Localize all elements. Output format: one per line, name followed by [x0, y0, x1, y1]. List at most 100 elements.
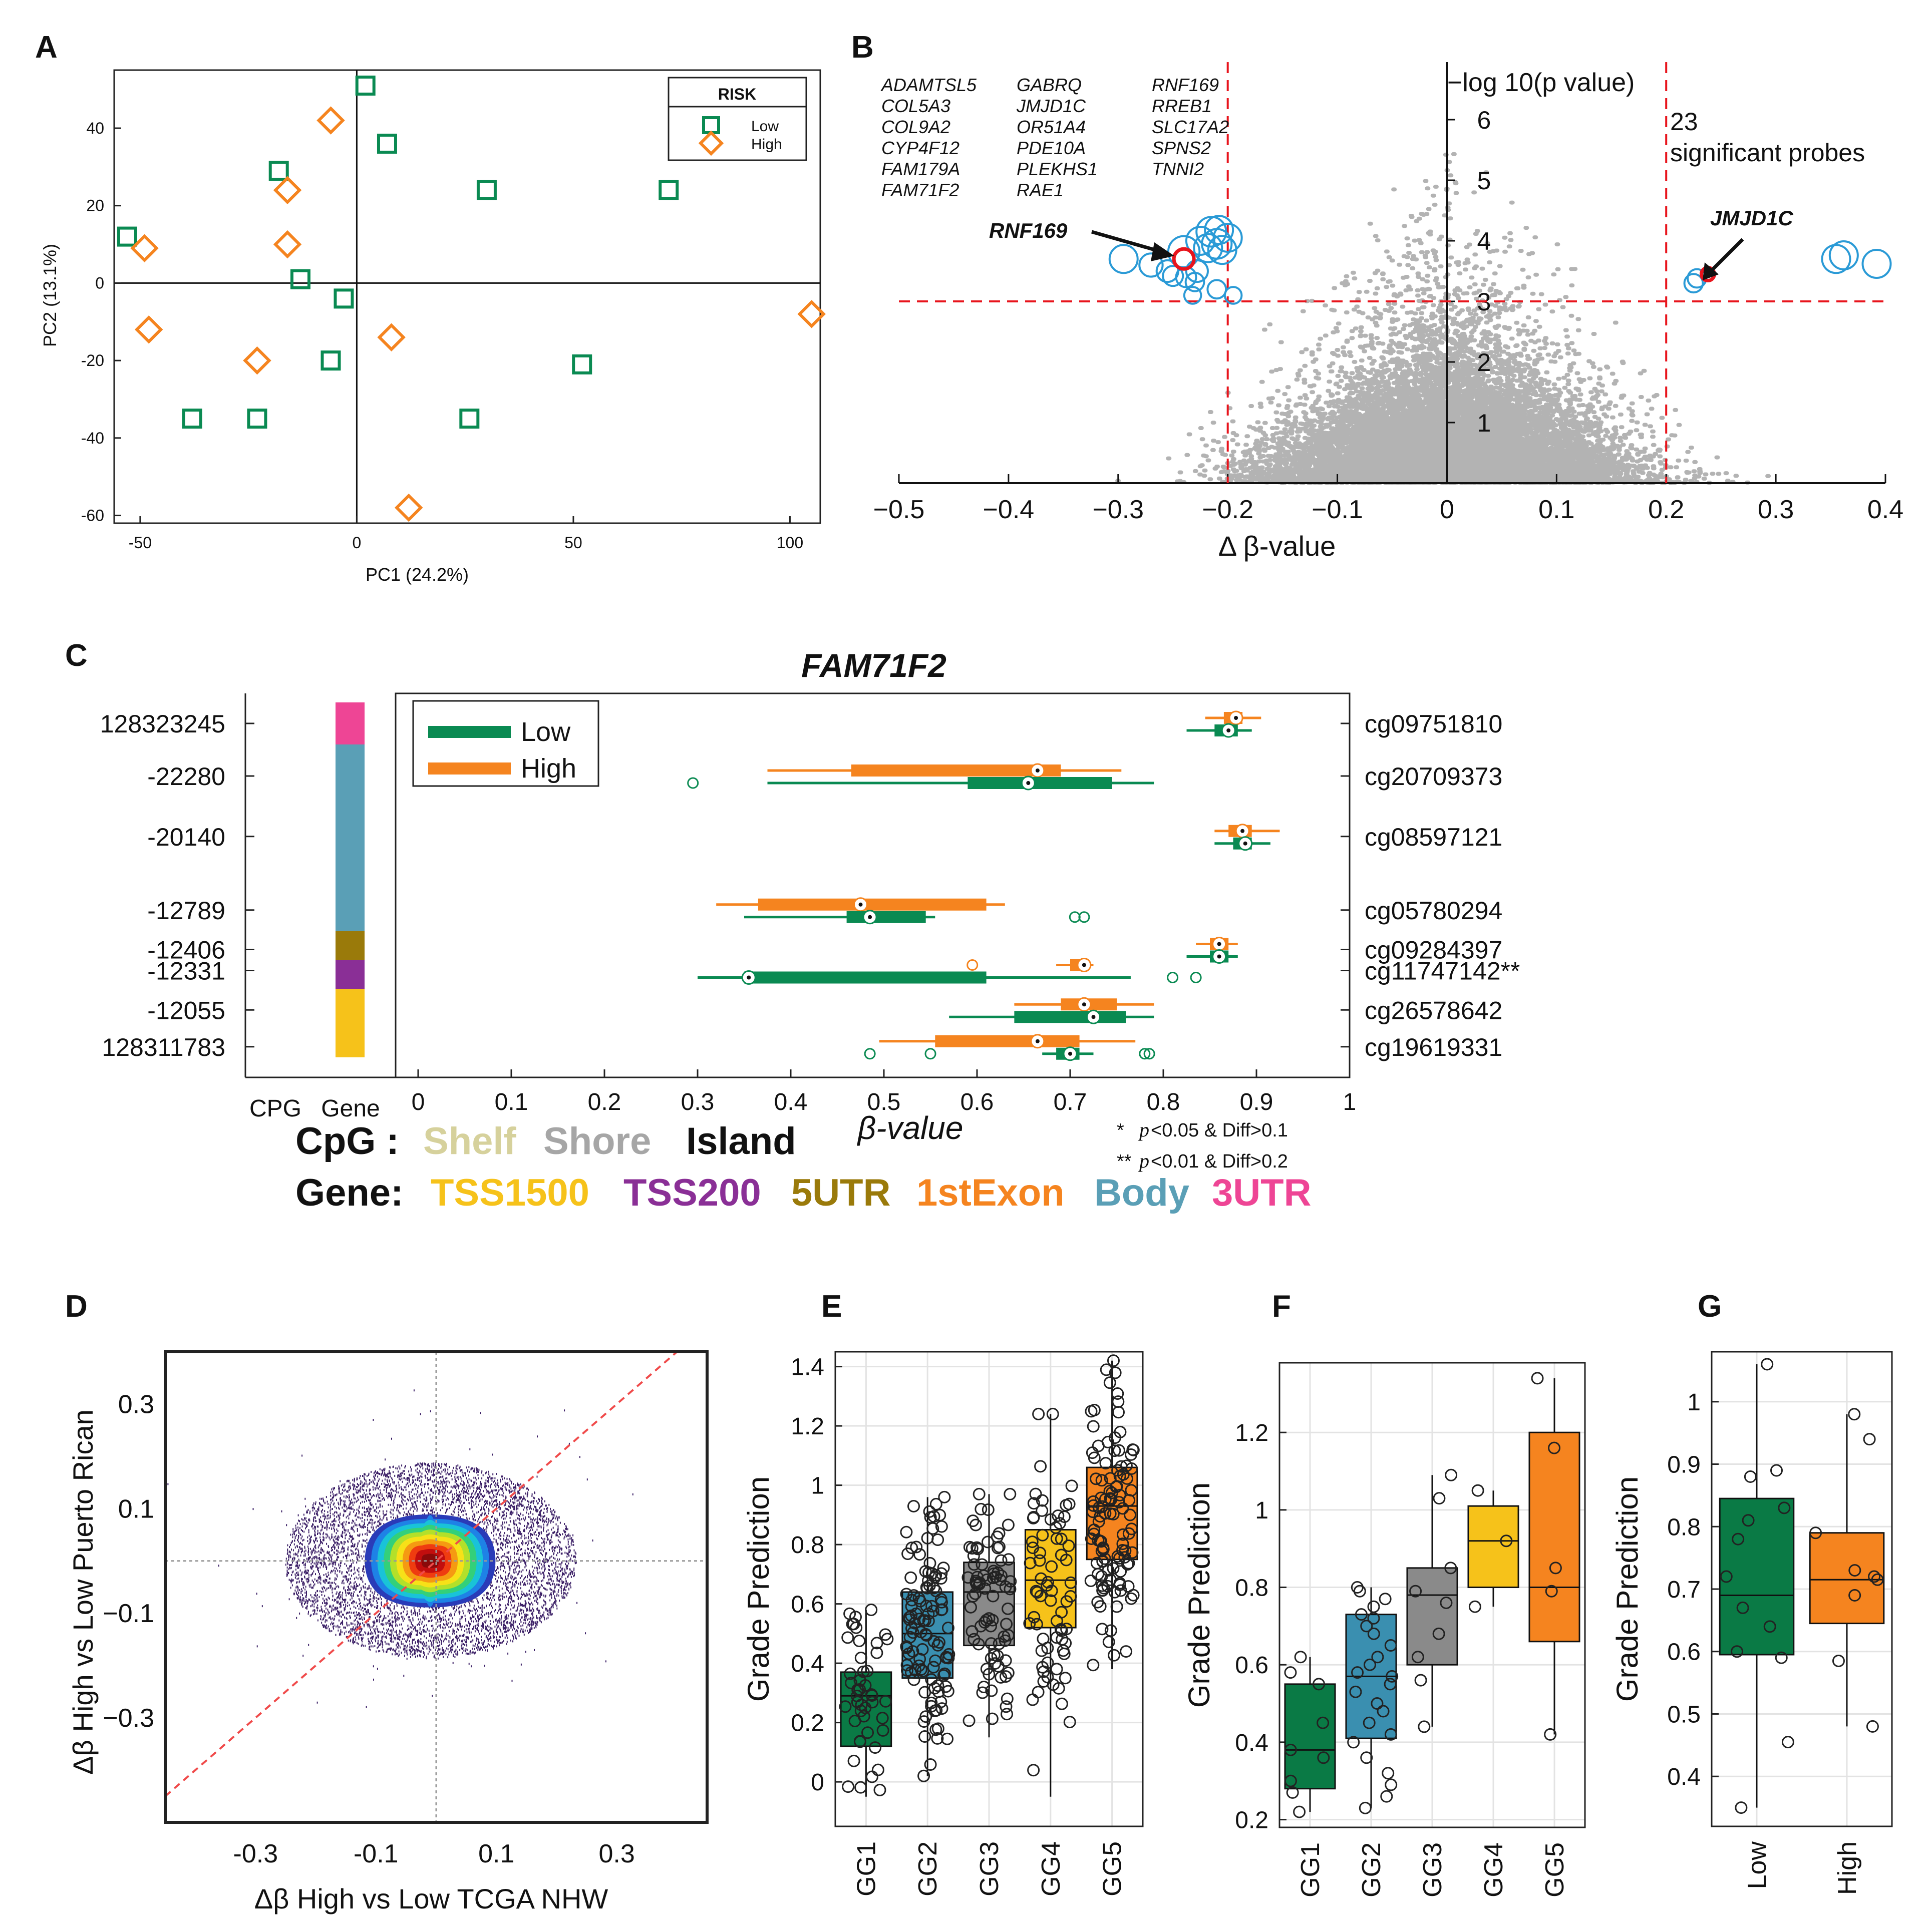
- y-tick-label: 4: [1477, 227, 1491, 255]
- data-point: [1471, 1484, 1484, 1497]
- y-tick-label: 0.6: [1667, 1639, 1701, 1666]
- data-point: [942, 1648, 955, 1661]
- data-point: [989, 1657, 1002, 1670]
- gene-name: OR51A4: [1017, 117, 1086, 137]
- data-point: [1023, 1617, 1036, 1630]
- data-point: [967, 1590, 980, 1603]
- data-point: [1384, 1678, 1397, 1691]
- legend-box: [668, 77, 807, 161]
- data-point: [927, 1635, 940, 1648]
- gene-region-bar: [336, 744, 365, 931]
- x-tick-label: 0.4: [774, 1089, 808, 1115]
- data-point: [918, 1730, 931, 1743]
- data-point: [1775, 1651, 1788, 1664]
- data-point: [839, 1700, 852, 1713]
- data-point: [1286, 1786, 1299, 1799]
- category-label: Low: [1743, 1841, 1772, 1889]
- gene-name: FAM71F2: [881, 180, 959, 200]
- low-median-dot: [1243, 841, 1247, 846]
- data-point: [1036, 1528, 1049, 1542]
- data-point: [1107, 1354, 1120, 1367]
- x-tick-label: 0.4: [1867, 495, 1903, 524]
- data-point: [1384, 1639, 1397, 1652]
- data-point: [1735, 1801, 1748, 1814]
- data-point: [854, 1651, 867, 1664]
- data-point: [981, 1535, 994, 1549]
- data-point: [1108, 1649, 1121, 1662]
- point-high: [243, 346, 271, 375]
- data-point: [1099, 1507, 1112, 1520]
- panel-d: -0.3 -0.1 0.1 0.30.30.1−0.1−0.3Δβ High vs L…: [67, 1350, 709, 1914]
- data-point: [1091, 1596, 1104, 1609]
- plot-frame: [1711, 1351, 1893, 1827]
- x-tick-label: 0: [1440, 495, 1454, 524]
- highlight-label: RNF169: [989, 219, 1068, 242]
- density-outer-points: [167, 1389, 633, 1708]
- significant-probe: [1683, 273, 1704, 294]
- gene-legend-label: Gene:: [295, 1172, 403, 1214]
- category-label: GG1: [1296, 1842, 1325, 1897]
- data-point: [869, 1741, 882, 1754]
- y-axis-label: Δβ High vs Low Puerto Rican: [67, 1409, 99, 1774]
- significant-probe: [1185, 259, 1209, 283]
- data-point: [1034, 1460, 1047, 1473]
- data-point: [1117, 1468, 1130, 1481]
- data-point: [907, 1589, 920, 1602]
- category-label: GG4: [1037, 1841, 1066, 1896]
- panel-letter-e: E: [821, 1289, 842, 1324]
- data-point: [987, 1590, 1000, 1603]
- data-point: [854, 1735, 867, 1748]
- probe-position: -12789: [147, 897, 225, 925]
- data-point: [1105, 1493, 1118, 1506]
- data-point: [1034, 1547, 1047, 1560]
- category-label: GG3: [1418, 1842, 1447, 1897]
- high-box: [935, 1035, 1080, 1047]
- data-point: [851, 1696, 864, 1709]
- x-tick-label: 0: [412, 1089, 425, 1115]
- data-point: [1761, 1358, 1774, 1371]
- data-point: [923, 1505, 936, 1518]
- data-point: [1284, 1774, 1297, 1787]
- data-point: [1367, 1600, 1380, 1613]
- data-point: [1055, 1606, 1068, 1619]
- y-axis-label: Grade Prediction: [742, 1476, 775, 1702]
- probe-position: -22280: [147, 762, 225, 791]
- data-point: [1053, 1517, 1066, 1530]
- data-point: [1531, 1372, 1544, 1385]
- point-high: [377, 323, 406, 351]
- gene-region-bar: [336, 702, 365, 744]
- data-point: [916, 1643, 929, 1656]
- y-tick-label: 0.8: [791, 1532, 824, 1559]
- data-point: [1384, 1728, 1397, 1741]
- low-outlier: [1143, 1048, 1155, 1060]
- high-outlier: [967, 959, 979, 971]
- x-tick-label: 0.2: [588, 1089, 621, 1115]
- data-point: [1809, 1526, 1822, 1539]
- data-point: [1440, 1596, 1453, 1609]
- data-point: [1549, 1562, 1562, 1575]
- data-point: [903, 1631, 916, 1644]
- gene-name: COL9A2: [881, 117, 950, 137]
- data-point: [850, 1621, 863, 1634]
- low-median-dot: [747, 975, 751, 980]
- data-point: [1042, 1576, 1055, 1589]
- data-point: [901, 1548, 914, 1561]
- category-label: GG2: [1357, 1842, 1386, 1897]
- probe-id: cg08597121: [1365, 823, 1502, 851]
- data-point: [1064, 1576, 1077, 1589]
- data-point: [870, 1637, 883, 1650]
- probe-id: cg11747142**: [1365, 957, 1520, 985]
- data-point: [1848, 1589, 1861, 1602]
- y-tick-label: 40: [86, 119, 104, 137]
- data-point: [845, 1676, 858, 1689]
- probe-position: -12331: [147, 957, 225, 985]
- x-tick-label: 0: [353, 534, 362, 552]
- y-tick-label: 0.8: [1667, 1514, 1701, 1541]
- data-point: [1110, 1480, 1123, 1493]
- low-box: [846, 911, 926, 923]
- probe-id: cg26578642: [1365, 996, 1502, 1024]
- data-point: [918, 1614, 931, 1627]
- data-point: [940, 1651, 953, 1664]
- data-point: [1092, 1439, 1105, 1452]
